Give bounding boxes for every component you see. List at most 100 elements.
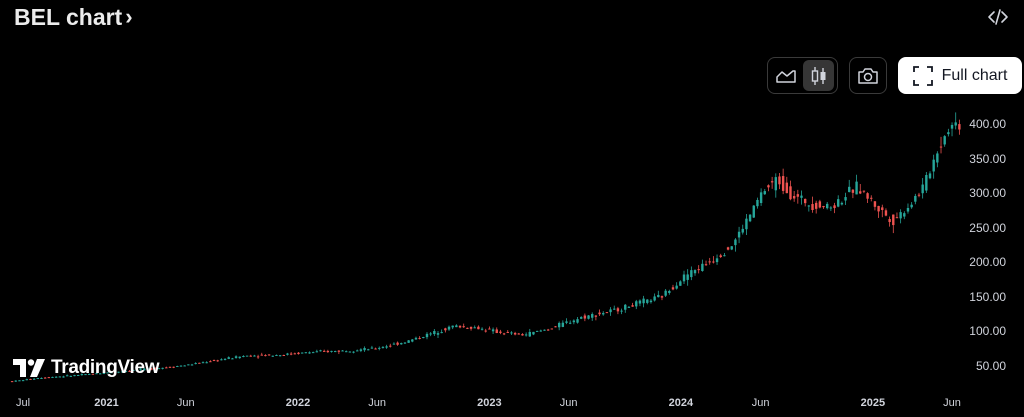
candle-up: [855, 182, 857, 195]
candle-up: [760, 192, 762, 203]
candle-down: [771, 181, 773, 182]
candle-down: [444, 328, 446, 330]
candle-up: [393, 344, 395, 345]
candle-down: [213, 360, 215, 361]
candle-up: [914, 196, 916, 202]
candle-down: [466, 328, 468, 329]
candle-up: [808, 206, 810, 207]
candle-up: [936, 153, 938, 162]
candle-down: [503, 333, 505, 334]
candle-up: [826, 204, 828, 208]
candle-down: [918, 195, 920, 196]
candle-down: [595, 316, 597, 317]
candle-up: [235, 356, 237, 358]
candle-up: [844, 197, 846, 200]
candle-up: [580, 317, 582, 319]
candle-up: [848, 187, 850, 192]
y-tick-label: 350.00: [969, 152, 1006, 166]
candle-up: [683, 275, 685, 282]
candle-up: [426, 334, 428, 337]
candle-down: [257, 356, 259, 357]
code-embed-icon: [986, 7, 1010, 27]
candle-down: [297, 353, 299, 354]
y-tick-label: 100.00: [969, 324, 1006, 338]
candle-up: [562, 323, 564, 327]
candle-up: [591, 314, 593, 318]
embed-code-button[interactable]: [986, 7, 1010, 27]
candle-down: [866, 193, 868, 199]
candle-up: [272, 356, 274, 357]
candle-down: [327, 351, 329, 352]
candle-up: [543, 330, 545, 331]
candle-up: [576, 319, 578, 323]
candle-down: [940, 147, 942, 148]
candle-up: [951, 125, 953, 129]
candle-up: [239, 357, 241, 358]
candle-up: [334, 351, 336, 352]
candle-down: [804, 199, 806, 203]
candle-up: [536, 331, 538, 332]
candle-down: [499, 332, 501, 333]
candle-down: [852, 190, 854, 193]
candle-down: [584, 316, 586, 319]
candle-up: [929, 173, 931, 178]
candlestick-icon: [810, 65, 828, 87]
y-tick-label: 300.00: [969, 186, 1006, 200]
candle-down: [547, 330, 549, 331]
candle-up: [407, 340, 409, 343]
candle-up: [837, 199, 839, 206]
candle-down: [264, 355, 266, 356]
candle-down: [169, 367, 171, 368]
camera-icon: [857, 67, 879, 85]
x-tick-label: Jun: [752, 397, 770, 409]
candle-up: [316, 351, 318, 352]
candle-down: [11, 381, 13, 382]
candle-down: [521, 334, 523, 335]
candle-up: [415, 338, 417, 340]
line-style-button[interactable]: [771, 60, 802, 91]
candle-up: [529, 332, 531, 336]
candle-down: [870, 198, 872, 199]
candle-up: [220, 359, 222, 360]
candle-down: [958, 124, 960, 129]
candle-up: [532, 332, 534, 335]
fullscreen-icon: [913, 66, 933, 86]
chart-title-link[interactable]: BEL chart ›: [14, 3, 133, 31]
candle-down: [833, 205, 835, 208]
chart-style-toggle: [767, 57, 838, 94]
candle-up: [279, 355, 281, 356]
candle-up: [510, 332, 512, 333]
candle-down: [463, 326, 465, 327]
candle-down: [217, 360, 219, 361]
snapshot-button[interactable]: [849, 57, 887, 94]
candle-up: [224, 359, 226, 360]
candle-up: [742, 229, 744, 233]
candle-up: [569, 323, 571, 324]
candle-style-button[interactable]: [803, 60, 834, 91]
candle-down: [888, 219, 890, 222]
candle-up: [305, 352, 307, 353]
candle-up: [301, 353, 303, 354]
candle-up: [176, 366, 178, 367]
candle-up: [921, 185, 923, 194]
area-chart-icon: [775, 68, 797, 84]
candle-down: [874, 201, 876, 207]
candle-up: [664, 291, 666, 296]
candle-up: [602, 313, 604, 314]
tradingview-logo[interactable]: TradingView: [13, 357, 159, 379]
candle-down: [374, 349, 376, 350]
candle-up: [341, 350, 343, 351]
candle-down: [877, 206, 879, 211]
candle-up: [385, 346, 387, 347]
candle-down: [488, 329, 490, 330]
candle-up: [947, 132, 949, 134]
tradingview-icon: [13, 359, 45, 377]
candle-up: [628, 307, 630, 308]
candle-down: [283, 355, 285, 356]
candle-up: [716, 258, 718, 262]
candle-up: [275, 355, 277, 356]
candle-up: [352, 352, 354, 353]
candle-up: [448, 327, 450, 330]
full-chart-button[interactable]: Full chart: [898, 57, 1022, 94]
candle-up: [932, 160, 934, 172]
